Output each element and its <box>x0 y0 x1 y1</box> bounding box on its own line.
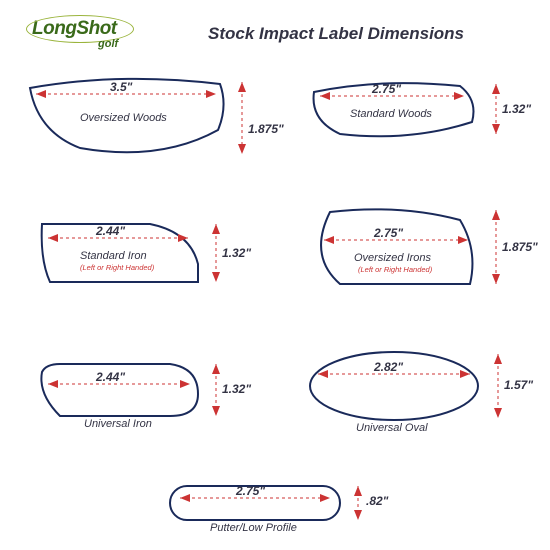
shape-universal-iron: 2.44" Universal Iron 1.32" <box>30 350 270 450</box>
shape-label: Standard Woods <box>350 108 432 120</box>
shape-label: Oversized Woods <box>80 112 167 124</box>
shape-oversized-irons: 2.75" Oversized Irons (Left or Right Han… <box>300 200 540 320</box>
shape-standard-woods: 2.75" Standard Woods 1.32" <box>300 72 540 172</box>
width-dim: 2.75" <box>372 82 401 96</box>
page-title: Stock Impact Label Dimensions <box>208 24 464 44</box>
width-dim: 2.75" <box>374 226 403 240</box>
shape-putter-low: 2.75" Putter/Low Profile .82" <box>160 478 440 548</box>
shape-label: Universal Oval <box>356 422 428 434</box>
shape-sublabel: (Left or Right Handed) <box>358 265 432 274</box>
shape-label: Universal Iron <box>84 418 152 430</box>
shape-standard-iron: 2.44" Standard Iron (Left or Right Hande… <box>30 210 270 320</box>
logo: LongShot golf <box>32 18 117 40</box>
shape-label: Putter/Low Profile <box>210 522 297 534</box>
height-dim: .82" <box>366 494 388 508</box>
logo-sub-text: golf <box>98 38 118 50</box>
width-dim: 2.75" <box>236 484 265 498</box>
width-dim: 2.44" <box>96 370 125 384</box>
height-dim: 1.32" <box>502 102 531 116</box>
height-dim: 1.32" <box>222 382 251 396</box>
width-dim: 2.44" <box>96 224 125 238</box>
width-dim: 2.82" <box>374 360 403 374</box>
shape-label: Standard Iron <box>80 250 147 262</box>
shape-label: Oversized Irons <box>354 252 431 264</box>
shape-oversized-woods: 3.5" Oversized Woods 1.875" <box>20 70 270 190</box>
height-dim: 1.875" <box>248 122 284 136</box>
height-dim: 1.57" <box>504 378 533 392</box>
width-dim: 3.5" <box>110 80 132 94</box>
height-dim: 1.875" <box>502 240 538 254</box>
height-dim: 1.32" <box>222 246 251 260</box>
shape-sublabel: (Left or Right Handed) <box>80 263 154 272</box>
shape-universal-oval: 2.82" Universal Oval 1.57" <box>300 344 540 454</box>
logo-main-text: LongShot <box>32 18 117 39</box>
